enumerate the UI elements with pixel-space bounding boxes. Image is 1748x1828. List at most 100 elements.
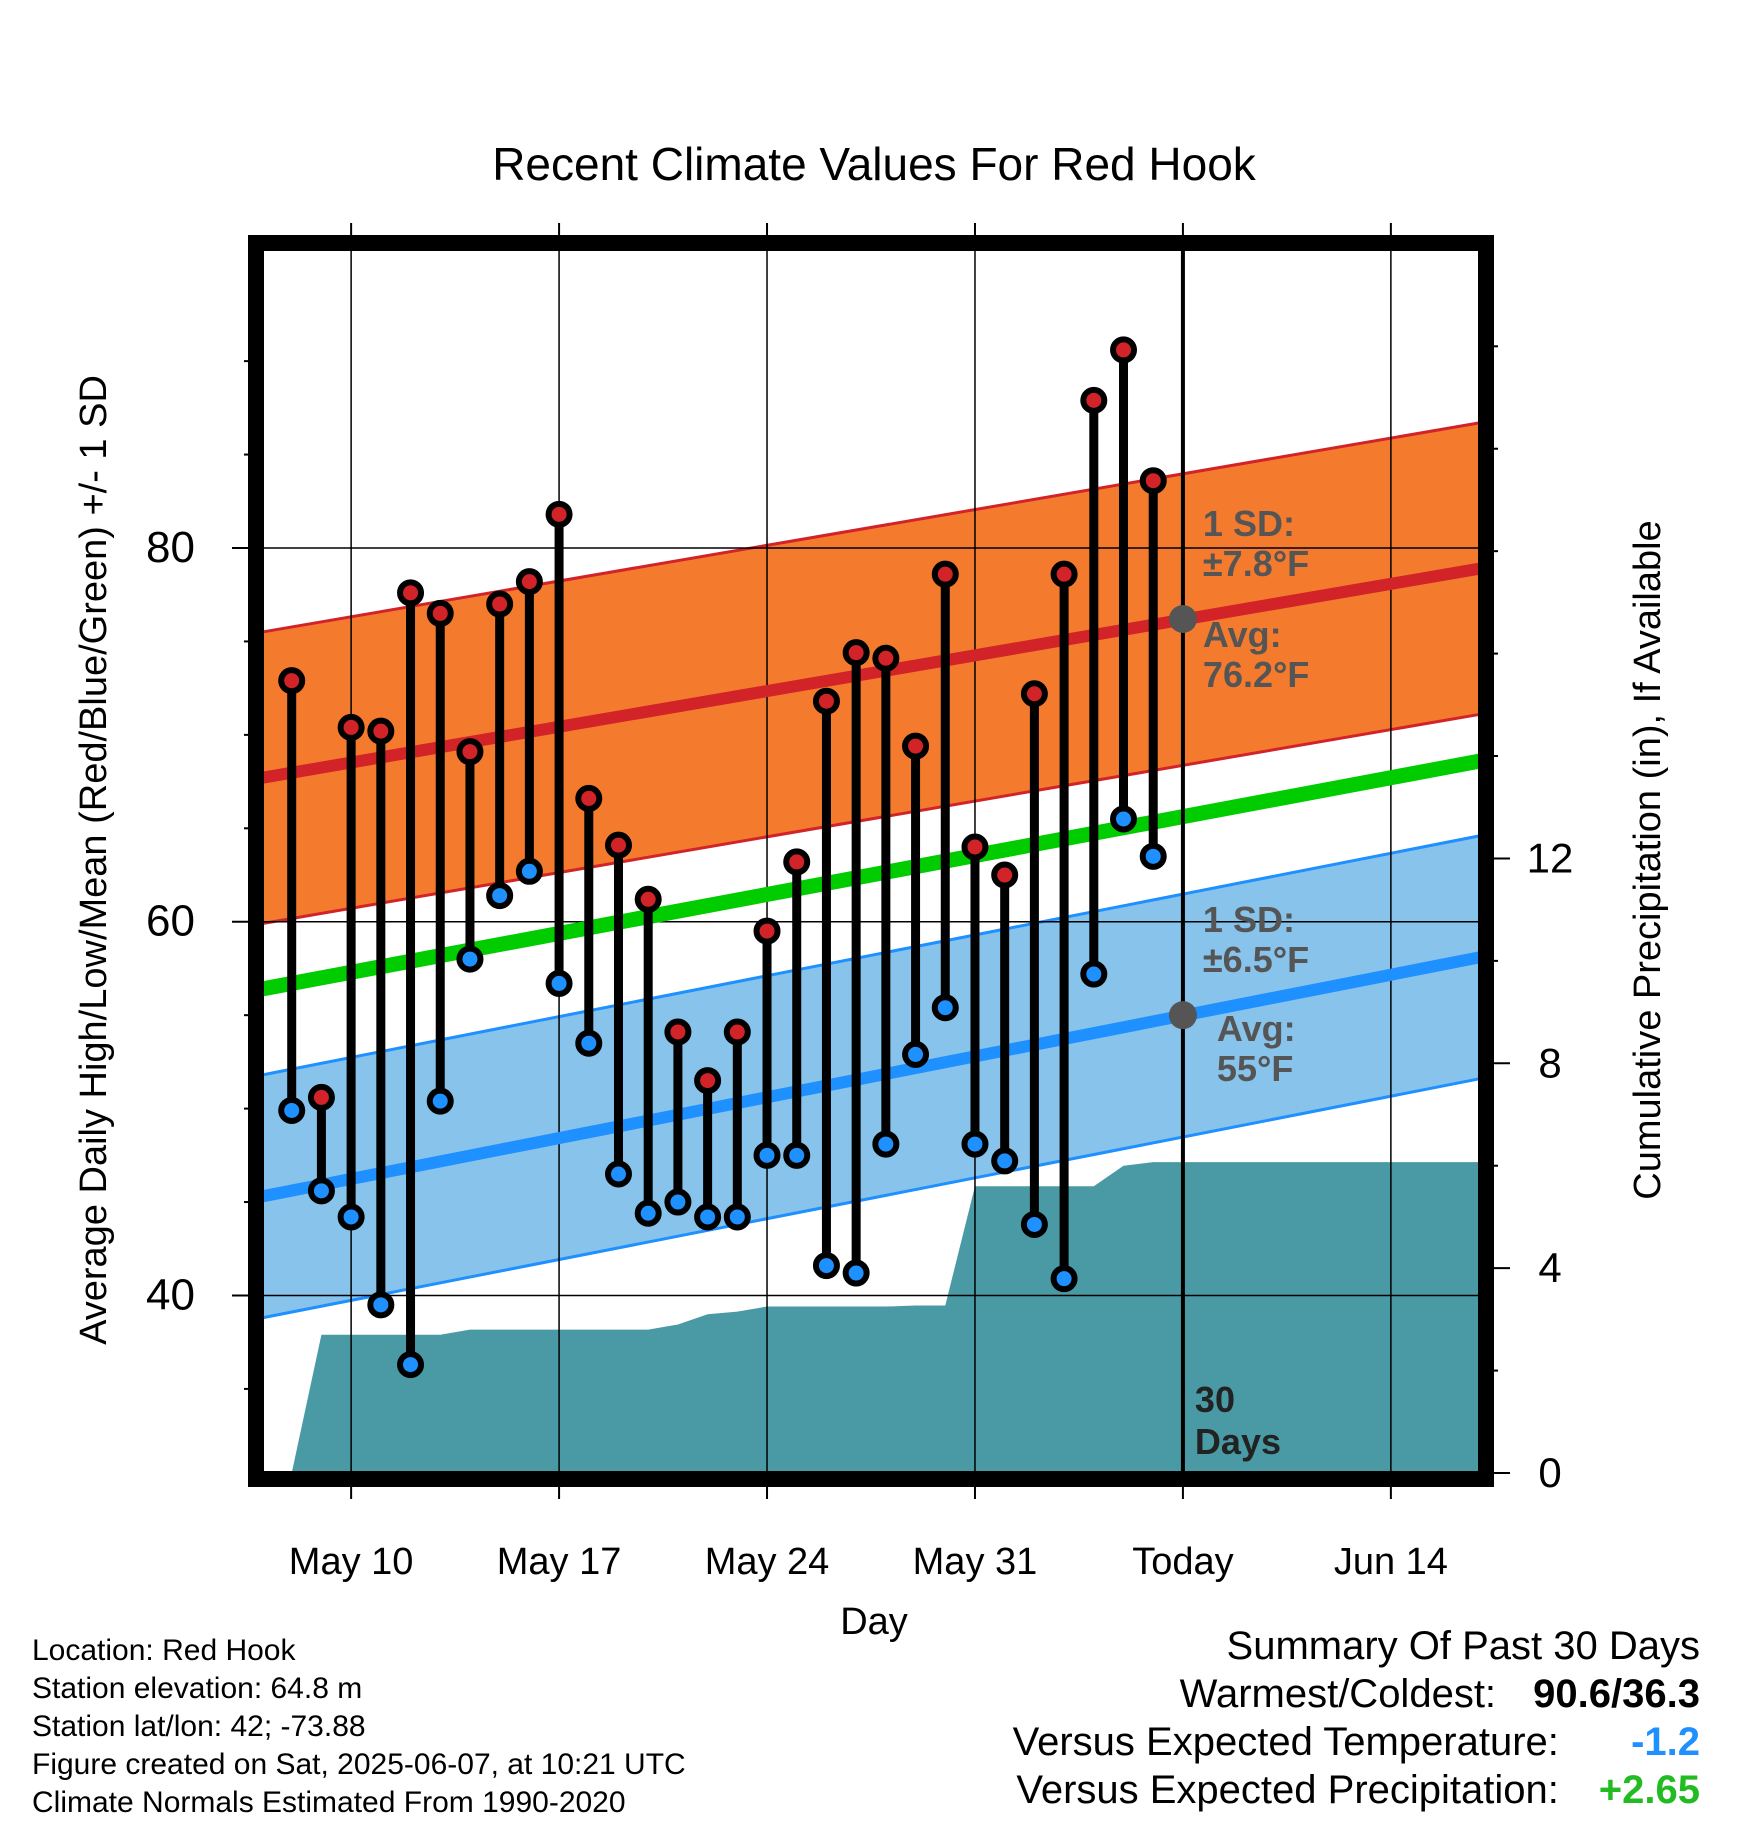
daily-high-point (1110, 336, 1138, 364)
high-sd-band-upper-edge (261, 421, 1481, 634)
daily-high-point (426, 599, 454, 627)
daily-high-point (664, 1018, 692, 1046)
daily-high-point (1139, 467, 1167, 495)
daily-low-point (664, 1188, 692, 1216)
daily-low-point (634, 1199, 662, 1227)
daily-high-point (991, 861, 1019, 889)
y-tick-label: 40 (146, 1270, 195, 1319)
low-sd-band-lower-edge (261, 1077, 1481, 1320)
location-text: Location: Red Hook (32, 1634, 296, 1667)
daily-high-point (931, 560, 959, 588)
daily-low-point (1110, 805, 1138, 833)
daily-low-point (545, 969, 573, 997)
daily-low-point (961, 1130, 989, 1158)
normal-low-line (260, 951, 1482, 1203)
daily-high-point (842, 639, 870, 667)
daily-low-point (842, 1259, 870, 1287)
normals-text: Climate Normals Estimated From 1990-2020 (32, 1786, 626, 1819)
low-avg-annotation: Avg: 55°F (1217, 1008, 1296, 1089)
daily-high-point (1050, 560, 1078, 588)
daily-low-point (723, 1203, 751, 1231)
daily-high-point (337, 713, 365, 741)
daily-low-point (812, 1252, 840, 1280)
daily-high-point (545, 500, 573, 528)
daily-low-point (753, 1141, 781, 1169)
y2-tick-label: 12 (1527, 834, 1574, 881)
daily-high-point (278, 667, 306, 695)
daily-high-point (902, 732, 930, 760)
daily-low-point (1080, 960, 1108, 988)
daily-low-point (426, 1087, 454, 1115)
y-tick-label: 60 (146, 897, 195, 946)
x-tick-label: Today (1132, 1541, 1233, 1583)
daily-high-point (307, 1083, 335, 1111)
daily-high-point (812, 687, 840, 715)
summary-title: Summary Of Past 30 Days (1226, 1624, 1700, 1668)
latlon-text: Station lat/lon: 42; -73.88 (32, 1710, 366, 1743)
station-info: Location: Red Hook Station elevation: 64… (32, 1632, 686, 1822)
daily-high-point (961, 833, 989, 861)
x-tick-label: Jun 14 (1334, 1541, 1448, 1583)
x-axis-label: Day (840, 1601, 908, 1643)
daily-high-point (604, 831, 632, 859)
daily-low-point (991, 1147, 1019, 1175)
daily-high-point (486, 590, 514, 618)
days-label: 30 Days (1195, 1379, 1281, 1462)
daily-high-point (753, 917, 781, 945)
daily-low-point (783, 1141, 811, 1169)
y2-tick-label: 0 (1538, 1449, 1561, 1496)
daily-low-point (278, 1096, 306, 1124)
daily-high-point (575, 784, 603, 812)
high-sd-band-lower-edge (261, 712, 1481, 926)
daily-high-point (1080, 386, 1108, 414)
x-tick-label: May 24 (705, 1541, 830, 1583)
elevation-text: Station elevation: 64.8 m (32, 1672, 363, 1705)
y2-tick-label: 4 (1538, 1244, 1561, 1291)
high-avg-annotation: Avg: 76.2°F (1203, 614, 1309, 695)
daily-low-point (307, 1177, 335, 1205)
daily-low-point (902, 1040, 930, 1068)
daily-high-point (634, 885, 662, 913)
daily-high-point (783, 848, 811, 876)
daily-low-point (456, 945, 484, 973)
summary-panel: Summary Of Past 30 Days Warmest/Coldest:… (1013, 1622, 1700, 1814)
warm-cold-value: 90.6/36.3 (1533, 1672, 1700, 1716)
precip-value: +2.65 (1598, 1768, 1700, 1812)
plot-frame (248, 235, 1494, 1487)
daily-low-point (872, 1130, 900, 1158)
low-sd-band-upper-edge (261, 834, 1481, 1077)
daily-high-point (872, 644, 900, 672)
chart-title: Recent Climate Values For Red Hook (492, 138, 1257, 190)
daily-low-point (337, 1203, 365, 1231)
temp-value: -1.2 (1631, 1720, 1700, 1764)
daily-low-point (694, 1203, 722, 1231)
today-avg-high-marker (1168, 605, 1197, 634)
daily-low-point (931, 994, 959, 1022)
daily-high-point (397, 579, 425, 607)
created-text: Figure created on Sat, 2025-06-07, at 10… (32, 1748, 686, 1781)
high-sd-annotation: 1 SD: ±7.8°F (1203, 503, 1309, 584)
x-tick-label: May 10 (289, 1541, 414, 1583)
daily-low-point (1020, 1210, 1048, 1238)
y2-axis-label: Cumulative Precipitation (in), If Availa… (1627, 520, 1669, 1199)
low-sd-annotation: 1 SD: ±6.5°F (1203, 899, 1309, 980)
daily-low-point (367, 1291, 395, 1319)
daily-low-point (1050, 1265, 1078, 1293)
daily-high-point (723, 1018, 751, 1046)
daily-high-point (694, 1067, 722, 1095)
daily-low-point (397, 1351, 425, 1379)
y-axis-label: Average Daily High/Low/Mean (Red/Blue/Gr… (73, 375, 115, 1345)
daily-high-point (456, 738, 484, 766)
precip-label: Versus Expected Precipitation: (1016, 1768, 1559, 1812)
daily-low-point (1139, 842, 1167, 870)
today-avg-low-marker (1168, 1001, 1197, 1030)
y2-tick-label: 8 (1538, 1039, 1561, 1086)
temp-label: Versus Expected Temperature: (1012, 1720, 1559, 1764)
daily-high-point (1020, 680, 1048, 708)
daily-low-point (575, 1029, 603, 1057)
y-tick-label: 80 (146, 523, 195, 572)
daily-low-point (486, 882, 514, 910)
x-tick-label: May 31 (913, 1541, 1038, 1583)
daily-high-point (515, 568, 543, 596)
